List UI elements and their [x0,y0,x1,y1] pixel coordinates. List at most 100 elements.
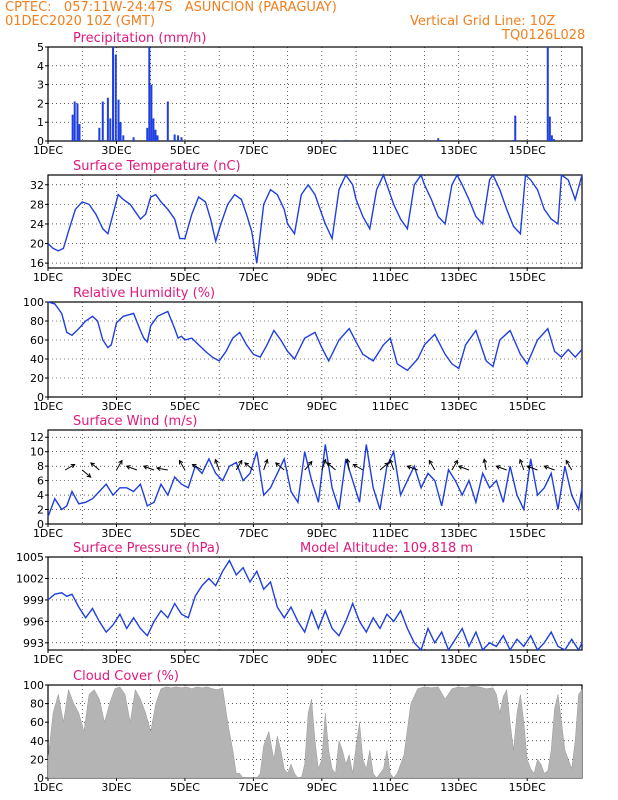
precip-bar [548,116,551,141]
rh-frame [47,301,583,398]
wind-arrow-icon [156,467,168,471]
wind-arrow-icon [526,465,538,471]
temp-xtick-label: 7DEC [238,271,268,284]
precip-bar [114,54,117,141]
precip-xtick-label: 3DEC [101,144,131,157]
rh-ytick-label: 40 [30,353,44,366]
temp-line [47,173,583,264]
wind-xtick-label: 11DEC [372,527,409,540]
precip-ytick-label: 1 [37,116,44,129]
cloud-ytick-label: 40 [30,735,44,748]
precip-bar [78,124,81,141]
cloud-xtick-label: 7DEC [238,781,268,794]
wind-arrow-icon [126,465,138,471]
precip-ytick-label: 5 [37,41,44,54]
temp-xtick-label: 11DEC [372,271,409,284]
pressure-line [47,559,583,652]
precip-xtick-label: 15DEC [509,144,546,157]
cloud-ytick-label: 60 [30,716,44,729]
temp-ytick-label: 28 [30,198,44,211]
header-code: TQ0126L028 [502,28,586,43]
rh-ytick-label: 60 [30,334,44,347]
rh-xtick-label: 13DEC [440,400,477,413]
cloud-ytick-label: 20 [30,753,44,766]
rh-xtick-label: 7DEC [238,400,268,413]
precip-bar [117,99,120,141]
pressure-xtick-label: 13DEC [440,653,477,666]
wind-arrowhead-icon [118,459,123,465]
temp-ytick-label: 32 [30,179,44,192]
wind-arrow-icon [326,462,336,471]
header-run-time: 01DEC2020 10Z (GMT) [5,14,156,29]
header-grid-note: Vertical Grid Line: 10Z [410,14,556,29]
wind-arrowhead-icon [307,460,313,466]
wind-arrowhead-icon [191,463,197,469]
cloud-area [47,685,583,779]
precip-xtick-label: 7DEC [238,144,268,157]
precip-bar [177,135,180,141]
temp-xtick-label: 9DEC [307,271,337,284]
cloud-xtick-label: 11DEC [372,781,409,794]
wind-arrowhead-icon [86,473,92,478]
rh-ytick-label: 0 [37,391,44,404]
precip-bar [512,140,515,141]
wind-arrowhead-icon [142,465,148,470]
wind-panel [45,429,583,527]
precip-bar [152,118,155,141]
rh-xtick-label: 9DEC [307,400,337,413]
wind-arrow-icon [116,460,123,471]
wind-arrow-icon [81,469,91,478]
temp-xtick-label: 15DEC [509,271,546,284]
model-altitude: Model Altitude: 109.818 m [300,541,473,556]
precip-ytick-label: 2 [37,97,44,110]
pressure-xtick-label: 3DEC [101,653,131,666]
precip-ytick-label: 0 [37,135,44,148]
wind-arrow-icon [353,464,364,471]
temp-xtick-label: 5DEC [170,271,200,284]
precip-frame [47,46,583,142]
wind-arrowhead-icon [345,458,351,464]
precip-xtick-label: 13DEC [440,144,477,157]
wind-arrowhead-icon [384,462,390,467]
wind-xtick-label: 9DEC [307,527,337,540]
wind-arrowhead-icon [214,458,219,464]
wind-arrowhead-icon [326,462,332,467]
wind-arrow-icon [178,460,186,471]
precip-bar [98,127,101,141]
pressure-xtick-label: 1DEC [33,653,63,666]
wind-arrowhead-icon [406,465,412,470]
wind-arrowhead-icon [518,458,524,464]
wind-ytick-label: 10 [30,446,44,459]
precip-xtick-label: 9DEC [307,144,337,157]
cloud-ytick-label: 100 [23,679,44,692]
precip-bar [76,103,79,141]
rh-ytick-label: 80 [30,315,44,328]
cloud-xtick-label: 15DEC [509,781,546,794]
precip-bar [148,47,151,141]
rh-xtick-label: 11DEC [372,400,409,413]
precip-bar [109,118,112,141]
rh-xtick-label: 3DEC [101,400,131,413]
precip-bar [437,138,440,141]
precip-xtick-label: 11DEC [372,144,409,157]
cloud-xtick-label: 3DEC [101,781,131,794]
wind-arrow-icon [64,464,75,471]
precip-bar [112,47,115,141]
wind-arrowhead-icon [482,458,488,464]
wind-arrow-icon [458,465,470,471]
pressure-ytick-label: 993 [23,637,44,650]
pressure-ytick-label: 999 [23,594,44,607]
pressure-xtick-label: 15DEC [509,653,546,666]
temp-xtick-label: 13DEC [440,271,477,284]
wind-xtick-label: 13DEC [440,527,477,540]
pressure-xtick-label: 11DEC [372,653,409,666]
wind-xtick-label: 7DEC [238,527,268,540]
cloud-xtick-label: 1DEC [33,781,63,794]
wind-ytick-label: 12 [30,431,44,444]
header-station: CPTEC: 057:11W-24:47S ASUNCION (PARAGUAY… [5,0,337,15]
precip-bar [154,129,157,141]
wind-arrow-icon [143,465,155,471]
wind-xtick-label: 5DEC [170,527,200,540]
pressure-frame [47,556,583,651]
